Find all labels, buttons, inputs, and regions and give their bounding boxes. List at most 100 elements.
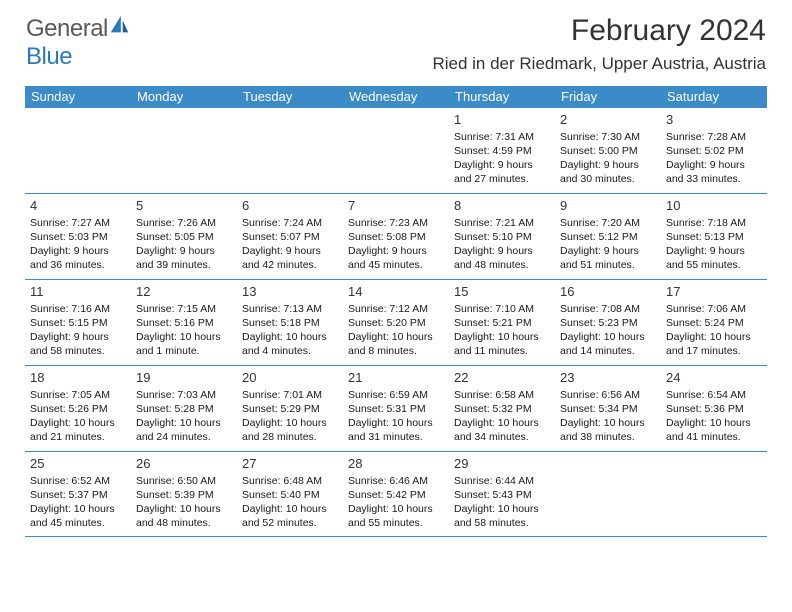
sunset-text: Sunset: 5:39 PM bbox=[136, 488, 232, 502]
day-number: 10 bbox=[666, 197, 762, 215]
calendar-day-cell: 22Sunrise: 6:58 AMSunset: 5:32 PMDayligh… bbox=[449, 366, 555, 452]
daylight-text: Daylight: 10 hours bbox=[666, 416, 762, 430]
sunrise-text: Sunrise: 7:01 AM bbox=[242, 388, 338, 402]
sunset-text: Sunset: 5:37 PM bbox=[30, 488, 126, 502]
day-number: 2 bbox=[560, 111, 656, 129]
daylight-text: Daylight: 10 hours bbox=[666, 330, 762, 344]
daylight-text: Daylight: 9 hours bbox=[666, 158, 762, 172]
sunset-text: Sunset: 5:43 PM bbox=[454, 488, 550, 502]
calendar-day-cell: 20Sunrise: 7:01 AMSunset: 5:29 PMDayligh… bbox=[237, 366, 343, 452]
calendar-empty-cell bbox=[25, 108, 131, 194]
sunset-text: Sunset: 5:28 PM bbox=[136, 402, 232, 416]
daylight-text: and 42 minutes. bbox=[242, 258, 338, 272]
daylight-text: and 14 minutes. bbox=[560, 344, 656, 358]
daylight-text: Daylight: 10 hours bbox=[348, 416, 444, 430]
sunset-text: Sunset: 5:12 PM bbox=[560, 230, 656, 244]
sunrise-text: Sunrise: 7:05 AM bbox=[30, 388, 126, 402]
calendar-day-cell: 14Sunrise: 7:12 AMSunset: 5:20 PMDayligh… bbox=[343, 280, 449, 366]
brand-text-2: Blue bbox=[26, 43, 72, 70]
sunrise-text: Sunrise: 6:58 AM bbox=[454, 388, 550, 402]
calendar-week-row: 11Sunrise: 7:16 AMSunset: 5:15 PMDayligh… bbox=[25, 280, 767, 366]
daylight-text: Daylight: 9 hours bbox=[30, 244, 126, 258]
sunset-text: Sunset: 5:26 PM bbox=[30, 402, 126, 416]
calendar-day-cell: 16Sunrise: 7:08 AMSunset: 5:23 PMDayligh… bbox=[555, 280, 661, 366]
calendar-day-cell: 17Sunrise: 7:06 AMSunset: 5:24 PMDayligh… bbox=[661, 280, 767, 366]
sunset-text: Sunset: 5:31 PM bbox=[348, 402, 444, 416]
day-header: Wednesday bbox=[343, 86, 449, 108]
title-block: February 2024 Ried in der Riedmark, Uppe… bbox=[432, 14, 766, 74]
day-number: 23 bbox=[560, 369, 656, 387]
daylight-text: Daylight: 10 hours bbox=[242, 502, 338, 516]
daylight-text: Daylight: 10 hours bbox=[30, 502, 126, 516]
calendar-day-cell: 3Sunrise: 7:28 AMSunset: 5:02 PMDaylight… bbox=[661, 108, 767, 194]
day-number: 3 bbox=[666, 111, 762, 129]
sunset-text: Sunset: 5:36 PM bbox=[666, 402, 762, 416]
sunrise-text: Sunrise: 7:27 AM bbox=[30, 216, 126, 230]
day-number: 6 bbox=[242, 197, 338, 215]
daylight-text: and 52 minutes. bbox=[242, 516, 338, 530]
daylight-text: and 58 minutes. bbox=[30, 344, 126, 358]
sunset-text: Sunset: 5:29 PM bbox=[242, 402, 338, 416]
day-header: Thursday bbox=[449, 86, 555, 108]
calendar-week-row: 25Sunrise: 6:52 AMSunset: 5:37 PMDayligh… bbox=[25, 452, 767, 537]
daylight-text: Daylight: 9 hours bbox=[560, 244, 656, 258]
calendar-day-cell: 29Sunrise: 6:44 AMSunset: 5:43 PMDayligh… bbox=[449, 452, 555, 537]
calendar-day-cell: 26Sunrise: 6:50 AMSunset: 5:39 PMDayligh… bbox=[131, 452, 237, 537]
day-number: 21 bbox=[348, 369, 444, 387]
daylight-text: and 45 minutes. bbox=[348, 258, 444, 272]
month-title: February 2024 bbox=[432, 14, 766, 48]
header: GeneralBlue February 2024 Ried in der Ri… bbox=[0, 0, 792, 78]
calendar-week-row: 4Sunrise: 7:27 AMSunset: 5:03 PMDaylight… bbox=[25, 194, 767, 280]
daylight-text: Daylight: 10 hours bbox=[454, 330, 550, 344]
sunrise-text: Sunrise: 7:15 AM bbox=[136, 302, 232, 316]
sunset-text: Sunset: 5:02 PM bbox=[666, 144, 762, 158]
daylight-text: Daylight: 10 hours bbox=[136, 330, 232, 344]
daylight-text: and 31 minutes. bbox=[348, 430, 444, 444]
sunset-text: Sunset: 5:21 PM bbox=[454, 316, 550, 330]
sunset-text: Sunset: 5:23 PM bbox=[560, 316, 656, 330]
day-number: 8 bbox=[454, 197, 550, 215]
sunset-text: Sunset: 5:10 PM bbox=[454, 230, 550, 244]
daylight-text: and 21 minutes. bbox=[30, 430, 126, 444]
sunset-text: Sunset: 5:07 PM bbox=[242, 230, 338, 244]
daylight-text: and 24 minutes. bbox=[136, 430, 232, 444]
calendar-day-cell: 1Sunrise: 7:31 AMSunset: 4:59 PMDaylight… bbox=[449, 108, 555, 194]
sunrise-text: Sunrise: 6:50 AM bbox=[136, 474, 232, 488]
sunset-text: Sunset: 5:16 PM bbox=[136, 316, 232, 330]
sunrise-text: Sunrise: 7:12 AM bbox=[348, 302, 444, 316]
calendar-day-cell: 19Sunrise: 7:03 AMSunset: 5:28 PMDayligh… bbox=[131, 366, 237, 452]
sunrise-text: Sunrise: 7:31 AM bbox=[454, 130, 550, 144]
daylight-text: and 38 minutes. bbox=[560, 430, 656, 444]
daylight-text: Daylight: 9 hours bbox=[136, 244, 232, 258]
sunrise-text: Sunrise: 6:44 AM bbox=[454, 474, 550, 488]
daylight-text: and 1 minute. bbox=[136, 344, 232, 358]
day-number: 20 bbox=[242, 369, 338, 387]
day-number: 22 bbox=[454, 369, 550, 387]
sunrise-text: Sunrise: 7:06 AM bbox=[666, 302, 762, 316]
day-number: 9 bbox=[560, 197, 656, 215]
sunrise-text: Sunrise: 7:24 AM bbox=[242, 216, 338, 230]
sunrise-text: Sunrise: 6:52 AM bbox=[30, 474, 126, 488]
sunrise-text: Sunrise: 7:13 AM bbox=[242, 302, 338, 316]
daylight-text: and 28 minutes. bbox=[242, 430, 338, 444]
sunrise-text: Sunrise: 7:30 AM bbox=[560, 130, 656, 144]
day-number: 12 bbox=[136, 283, 232, 301]
day-header: Sunday bbox=[25, 86, 131, 108]
calendar-day-cell: 8Sunrise: 7:21 AMSunset: 5:10 PMDaylight… bbox=[449, 194, 555, 280]
calendar-day-cell: 2Sunrise: 7:30 AMSunset: 5:00 PMDaylight… bbox=[555, 108, 661, 194]
calendar-day-cell: 11Sunrise: 7:16 AMSunset: 5:15 PMDayligh… bbox=[25, 280, 131, 366]
daylight-text: Daylight: 10 hours bbox=[136, 416, 232, 430]
daylight-text: Daylight: 10 hours bbox=[454, 416, 550, 430]
day-number: 5 bbox=[136, 197, 232, 215]
daylight-text: and 41 minutes. bbox=[666, 430, 762, 444]
calendar-empty-cell bbox=[237, 108, 343, 194]
daylight-text: Daylight: 10 hours bbox=[242, 330, 338, 344]
daylight-text: and 34 minutes. bbox=[454, 430, 550, 444]
day-header: Friday bbox=[555, 86, 661, 108]
sunrise-text: Sunrise: 6:54 AM bbox=[666, 388, 762, 402]
daylight-text: Daylight: 10 hours bbox=[454, 502, 550, 516]
day-number: 28 bbox=[348, 455, 444, 473]
day-number: 26 bbox=[136, 455, 232, 473]
calendar-day-cell: 15Sunrise: 7:10 AMSunset: 5:21 PMDayligh… bbox=[449, 280, 555, 366]
sunrise-text: Sunrise: 6:56 AM bbox=[560, 388, 656, 402]
